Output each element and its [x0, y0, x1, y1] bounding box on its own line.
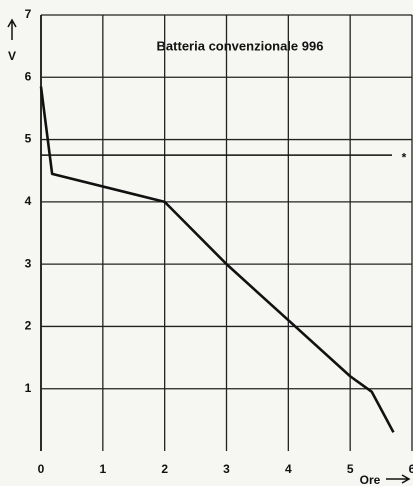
x-tick-label: 3	[223, 462, 230, 476]
chart-title: Batteria convenzionale 996	[157, 38, 324, 53]
y-tick-label: 7	[25, 7, 32, 21]
x-axis-label: Ore	[360, 473, 381, 486]
y-tick-label: 3	[25, 256, 32, 270]
x-tick-label: 0	[38, 462, 45, 476]
x-tick-label: 2	[161, 462, 168, 476]
x-tick-label: 1	[99, 462, 106, 476]
y-axis-arrow	[7, 18, 17, 40]
y-tick-label: 2	[25, 319, 32, 333]
line	[39, 86, 395, 433]
y-tick-label: 6	[25, 69, 32, 83]
y-tick-label: 1	[25, 381, 32, 395]
x-tick-label: 5	[347, 462, 354, 476]
x-axis-arrow	[386, 474, 411, 484]
y-axis-label: V	[8, 49, 16, 63]
x-tick-label: 6	[409, 462, 413, 476]
x-tick-label: 4	[285, 462, 292, 476]
y-tick-label: 5	[25, 132, 32, 146]
annotation: *	[402, 150, 407, 164]
y-tick-label: 4	[25, 194, 32, 208]
